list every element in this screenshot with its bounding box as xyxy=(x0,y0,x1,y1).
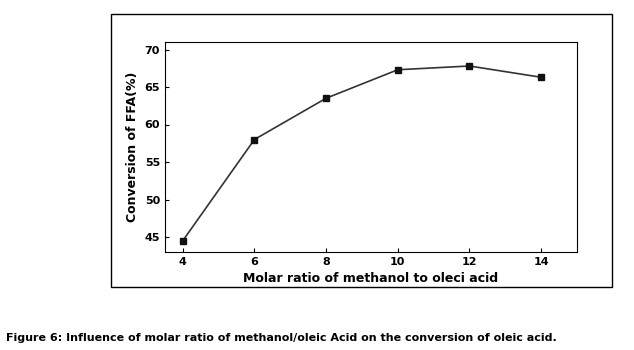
X-axis label: Molar ratio of methanol to oleci acid: Molar ratio of methanol to oleci acid xyxy=(243,272,498,285)
Text: Figure 6: Influence of molar ratio of methanol/oleic Acid on the conversion of o: Figure 6: Influence of molar ratio of me… xyxy=(6,333,557,343)
Y-axis label: Conversion of FFA(%): Conversion of FFA(%) xyxy=(126,72,139,222)
